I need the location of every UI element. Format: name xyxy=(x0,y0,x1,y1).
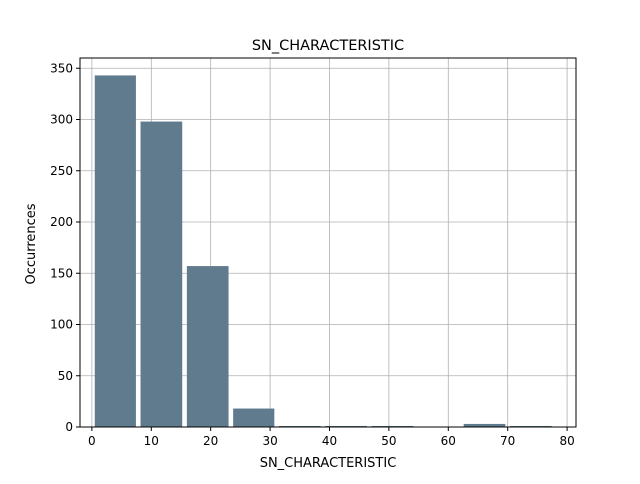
histogram-bar xyxy=(233,408,275,427)
y-tick-label: 50 xyxy=(58,369,73,383)
x-tick-label: 80 xyxy=(559,434,574,448)
ticks: 0 10 20 30 40 50 60 70 80 0 50 100 150 200 250 300 350 xyxy=(50,61,575,448)
y-tick-label: 200 xyxy=(50,215,73,229)
y-tick-label: 150 xyxy=(50,266,73,280)
histogram-bar xyxy=(186,266,229,427)
x-axis-label: SN_CHARACTERISTIC xyxy=(260,456,397,471)
x-tick-label: 50 xyxy=(381,434,396,448)
y-tick-label: 350 xyxy=(50,61,73,75)
histogram-bar xyxy=(371,425,414,427)
x-tick-label: 20 xyxy=(203,434,218,448)
histogram-bar xyxy=(510,425,552,427)
histogram-bar xyxy=(140,121,183,428)
bars xyxy=(94,75,552,428)
histogram-bar xyxy=(94,75,136,428)
histogram-bar xyxy=(463,423,506,427)
x-tick-label: 40 xyxy=(322,434,337,448)
x-tick-label: 0 xyxy=(88,434,96,448)
y-axis-label: Occurrences xyxy=(24,203,39,284)
chart-title: SN_CHARACTERISTIC xyxy=(252,38,404,54)
x-tick-label: 60 xyxy=(441,434,456,448)
x-tick-label: 10 xyxy=(144,434,159,448)
y-tick-label: 300 xyxy=(50,113,73,127)
plot-frame xyxy=(79,57,577,428)
histogram-bar xyxy=(325,425,367,427)
x-tick-label: 70 xyxy=(500,434,515,448)
x-tick-label: 30 xyxy=(262,434,277,448)
y-tick-label: 250 xyxy=(50,164,73,178)
histogram-bar xyxy=(278,425,321,427)
y-tick-label: 100 xyxy=(50,318,73,332)
y-tick-label: 0 xyxy=(65,420,73,434)
